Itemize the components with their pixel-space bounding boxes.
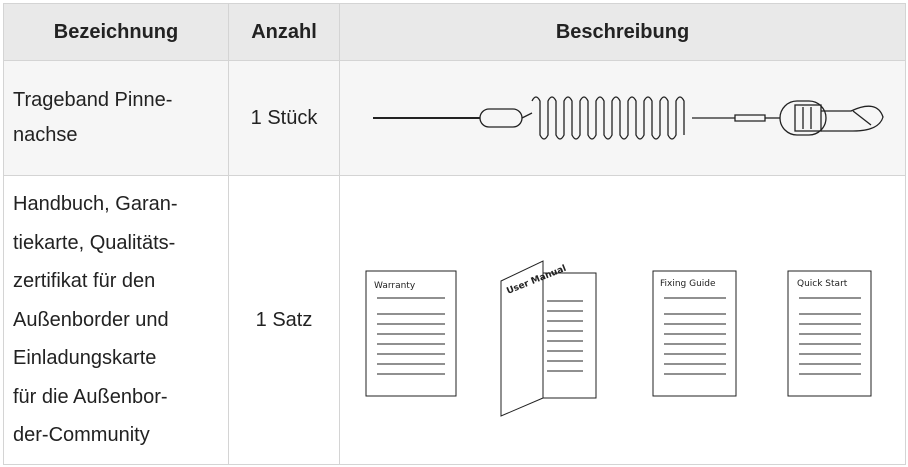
name-line: Handbuch, Garan- [13, 193, 178, 216]
quantity-cell: 1 Stück [228, 60, 340, 176]
header-cell: Bezeichnung [3, 3, 229, 61]
name-line: der-Community [13, 424, 150, 447]
header-cell: Beschreibung [339, 3, 906, 61]
image-cell [339, 60, 906, 176]
lanyard-image [373, 96, 884, 140]
name-line: Trageband Pinne- [13, 89, 173, 111]
documents-image: Warranty User Manual Fixing Guide Quick … [365, 260, 872, 417]
header-row: Bezeichnung Anzahl Beschreibung [3, 3, 906, 61]
name-line: tiekarte, Qualitäts- [13, 231, 176, 254]
quick-start: Quick Start [787, 270, 872, 397]
name-line: Einladungskarte [13, 347, 157, 370]
name-cell: Handbuch, Garan- tiekarte, Qualitäts- ze… [3, 175, 229, 465]
name-cell: Trageband Pinne- nachse [3, 60, 229, 176]
image-label: Quick Start [797, 279, 848, 289]
table: Bezeichnung Anzahl Beschreibung Trageban… [3, 3, 906, 465]
name-line: Außenborder und [13, 308, 169, 331]
image-label: Fixing Guide [660, 279, 716, 289]
quantity-cell: 1 Satz [228, 175, 340, 465]
image-label: Warranty [374, 281, 416, 291]
warranty-card: Warranty [365, 270, 457, 397]
header-cell: Anzahl [228, 3, 340, 61]
name-line: für die Außenbor- [13, 385, 168, 408]
name-line: nachse [13, 124, 78, 146]
name-line: zertifikat für den [13, 270, 156, 293]
fixing-guide: Fixing Guide [652, 270, 737, 397]
row: Handbuch, Garan- tiekarte, Qualitäts- ze… [3, 175, 906, 465]
image-cell: Warranty User Manual Fixing Guide Quick … [339, 175, 906, 465]
user-manual: User Manual [500, 260, 597, 417]
row: Trageband Pinne- nachse 1 Stück [3, 60, 906, 176]
